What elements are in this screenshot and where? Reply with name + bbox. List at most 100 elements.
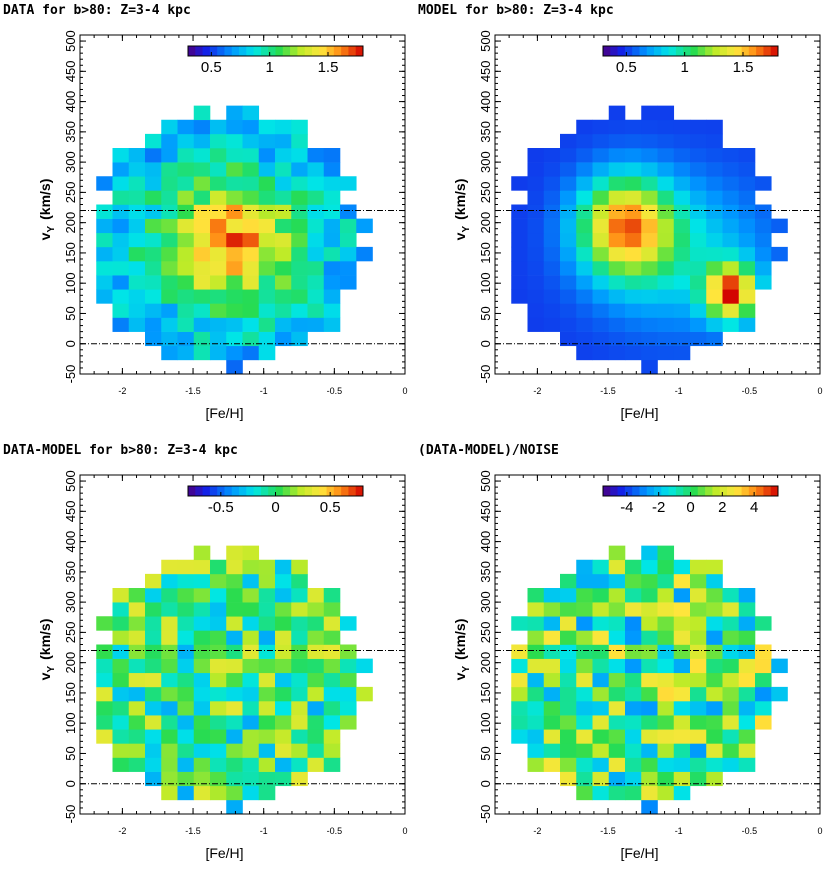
heatmap-cell bbox=[291, 729, 308, 744]
heatmap-cell bbox=[527, 176, 545, 191]
heatmap-cell bbox=[576, 588, 593, 603]
heatmap-cell bbox=[625, 289, 642, 304]
heatmap-cell bbox=[242, 162, 260, 177]
heatmap-cell bbox=[657, 701, 675, 716]
heatmap-cell bbox=[145, 232, 162, 248]
heatmap-cell bbox=[291, 616, 308, 631]
heatmap-cell bbox=[226, 148, 243, 163]
heatmap-cell bbox=[161, 218, 178, 234]
heatmap-cell bbox=[673, 785, 691, 801]
heatmap-cell bbox=[690, 771, 707, 787]
heatmap-cell bbox=[307, 644, 325, 659]
colorbar-segment bbox=[319, 486, 327, 496]
heatmap-cell bbox=[543, 743, 561, 758]
heatmap-cell bbox=[210, 232, 227, 248]
heatmap-cell bbox=[738, 602, 756, 617]
heatmap-cell bbox=[193, 545, 211, 561]
heatmap-cell bbox=[673, 686, 691, 702]
heatmap-cell bbox=[193, 261, 211, 276]
heatmap-cell bbox=[177, 757, 195, 772]
heatmap-cell bbox=[210, 345, 227, 361]
heatmap-cell bbox=[177, 686, 195, 702]
heatmap-cell bbox=[657, 729, 675, 744]
heatmap-cell bbox=[145, 218, 162, 234]
heatmap-cell bbox=[291, 630, 308, 645]
heatmap-cell bbox=[722, 275, 740, 290]
heatmap-cell bbox=[625, 686, 642, 702]
heatmap-cell bbox=[177, 275, 195, 290]
heatmap-cell bbox=[738, 148, 756, 163]
heatmap-cell bbox=[641, 162, 658, 177]
heatmap-cell bbox=[690, 743, 707, 758]
heatmap-cell bbox=[356, 246, 373, 262]
colorbar-segment bbox=[719, 486, 728, 496]
heatmap-cell bbox=[242, 261, 260, 276]
heatmap-cell bbox=[112, 701, 130, 716]
heatmap-cell bbox=[673, 303, 691, 318]
heatmap-cell bbox=[576, 148, 593, 163]
heatmap-cell bbox=[275, 616, 292, 631]
heatmap-cell bbox=[576, 686, 593, 702]
colorbar-tick-label: 0.5 bbox=[201, 59, 222, 76]
heatmap-cell bbox=[560, 176, 577, 191]
heatmap-cell bbox=[128, 289, 146, 304]
heatmap-cell bbox=[738, 246, 756, 262]
heatmap-cell bbox=[258, 204, 276, 219]
heatmap-cell bbox=[177, 190, 195, 205]
colorbar-segment bbox=[712, 486, 721, 496]
heatmap-cell bbox=[307, 232, 325, 248]
heatmap-cell bbox=[625, 743, 642, 758]
heatmap-cell bbox=[128, 630, 146, 645]
heatmap-cell bbox=[226, 729, 243, 744]
heatmap-cell bbox=[657, 573, 675, 589]
heatmap-cell bbox=[576, 559, 593, 575]
heatmap-cell bbox=[210, 303, 227, 318]
heatmap-cell bbox=[275, 232, 292, 248]
colorbar-segment bbox=[304, 486, 313, 496]
heatmap-cell bbox=[625, 672, 642, 688]
heatmap-cell bbox=[608, 204, 626, 219]
heatmap-cell bbox=[673, 559, 691, 575]
heatmap-cell bbox=[161, 757, 178, 772]
heatmap-cell bbox=[96, 289, 113, 304]
heatmap-cell bbox=[275, 218, 292, 234]
y-tick-label: 400 bbox=[63, 531, 78, 553]
heatmap-cell bbox=[738, 289, 756, 304]
heatmap-cell bbox=[307, 261, 325, 276]
heatmap-cell bbox=[275, 658, 292, 674]
heatmap-cell bbox=[755, 644, 772, 659]
heatmap-cell bbox=[673, 616, 691, 631]
heatmap-cell bbox=[161, 148, 178, 163]
heatmap-cell bbox=[210, 715, 227, 730]
heatmap-cell bbox=[625, 303, 642, 318]
heatmap-cell bbox=[657, 630, 675, 645]
heatmap-cell bbox=[543, 303, 561, 318]
heatmap-cell bbox=[291, 701, 308, 716]
heatmap-cell bbox=[226, 686, 243, 702]
heatmap-cell bbox=[560, 331, 577, 347]
heatmap-cell bbox=[275, 573, 292, 589]
heatmap-cell bbox=[177, 218, 195, 234]
heatmap-cell bbox=[242, 658, 260, 674]
heatmap-cell bbox=[576, 289, 593, 304]
heatmap-cell bbox=[722, 204, 740, 219]
heatmap-cell bbox=[625, 616, 642, 631]
heatmap-cell bbox=[543, 232, 561, 248]
heatmap-cell bbox=[576, 602, 593, 617]
heatmap-cell bbox=[128, 588, 146, 603]
colorbar-tick-label: -2 bbox=[652, 499, 665, 516]
heatmap-cell bbox=[738, 644, 756, 659]
heatmap-cell bbox=[738, 275, 756, 290]
heatmap-cell bbox=[641, 317, 658, 332]
heatmap-cell bbox=[193, 559, 211, 575]
heatmap-cell bbox=[543, 317, 561, 332]
x-tick-label: 0 bbox=[402, 386, 407, 396]
heatmap-cell bbox=[673, 743, 691, 758]
heatmap-cell bbox=[161, 317, 178, 332]
x-tick-label: -2 bbox=[118, 386, 126, 396]
heatmap-cell bbox=[755, 232, 772, 248]
heatmap-cell bbox=[592, 190, 610, 205]
heatmap-cell bbox=[323, 218, 341, 234]
heatmap-cell bbox=[258, 148, 276, 163]
heatmap-cell bbox=[275, 715, 292, 730]
